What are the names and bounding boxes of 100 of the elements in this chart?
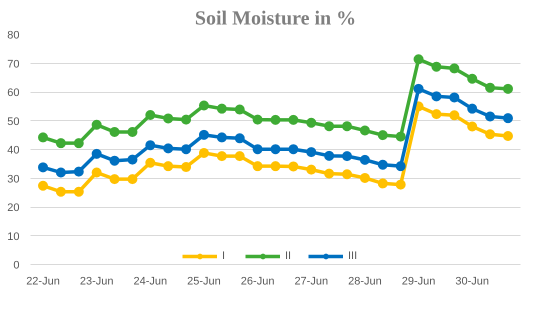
legend-label: II [285, 250, 292, 262]
point [181, 162, 192, 172]
x-tick-label: 29-Jun [402, 276, 436, 288]
point [306, 147, 316, 158]
point [198, 148, 209, 158]
point [145, 158, 156, 168]
point [216, 132, 227, 142]
point [38, 180, 48, 191]
point [163, 161, 174, 172]
point [467, 74, 478, 84]
point [360, 172, 370, 183]
point [127, 126, 138, 137]
chart-title: Soil Moisture in % [194, 8, 356, 30]
point [38, 132, 48, 142]
point [110, 156, 120, 166]
point [145, 110, 156, 120]
y-tick-label: 30 [7, 173, 20, 186]
point [127, 174, 138, 184]
point [342, 121, 352, 132]
point [74, 166, 84, 177]
point [378, 160, 388, 170]
x-tick-label: 24-Jun [134, 276, 168, 288]
point [502, 113, 513, 124]
x-tick-label: 22-Jun [26, 276, 60, 288]
point [56, 168, 66, 178]
point [270, 114, 280, 125]
point [288, 114, 298, 125]
point [342, 151, 352, 162]
point [270, 144, 280, 154]
y-tick-label: 70 [7, 58, 20, 70]
point [431, 62, 442, 72]
point [396, 161, 406, 172]
point [145, 140, 156, 150]
point [110, 174, 120, 184]
point [252, 144, 263, 154]
y-tick-label: 20 [7, 202, 20, 214]
point [360, 154, 370, 165]
point [216, 104, 227, 114]
point [502, 84, 513, 94]
point [306, 164, 316, 175]
point [38, 162, 48, 172]
x-tick-label: 28-Jun [348, 276, 382, 288]
point [502, 130, 513, 141]
point [431, 109, 442, 120]
point [485, 111, 496, 122]
point [324, 121, 334, 132]
point [414, 54, 424, 64]
point [324, 150, 334, 161]
y-tick-label: 40 [7, 144, 20, 156]
point [74, 186, 84, 197]
x-tick-label: 27-Jun [294, 276, 328, 288]
point [163, 143, 174, 154]
x-tick-label: 23-Jun [80, 276, 114, 288]
point [467, 104, 478, 114]
point [74, 138, 84, 148]
point [306, 118, 316, 128]
point [270, 161, 280, 172]
point [288, 144, 298, 154]
point [92, 120, 102, 130]
point [163, 113, 174, 124]
point [396, 180, 406, 190]
point [449, 63, 460, 74]
point [485, 82, 496, 93]
point [467, 122, 478, 132]
point [181, 144, 192, 154]
point [234, 151, 245, 162]
y-tick-label: 0 [13, 260, 20, 272]
x-tick-label: 26-Jun [240, 276, 274, 288]
y-tick-label: 80 [7, 30, 20, 42]
point [288, 161, 298, 172]
point [234, 133, 245, 144]
point [378, 178, 388, 188]
point [234, 104, 245, 115]
point [449, 110, 460, 120]
legend-label: I [222, 250, 226, 262]
point [342, 169, 352, 180]
y-tick-label: 10 [7, 230, 20, 243]
point [414, 84, 424, 94]
point [110, 126, 120, 137]
point [324, 168, 334, 179]
point [431, 91, 442, 102]
point [198, 100, 209, 111]
x-tick-label: 30-Jun [455, 276, 490, 288]
point [216, 151, 227, 162]
point [198, 130, 209, 140]
point [378, 130, 388, 140]
point [92, 148, 102, 159]
point [360, 126, 370, 136]
point [485, 129, 496, 140]
point [92, 168, 102, 178]
point [56, 186, 66, 197]
legend-label: III [348, 250, 358, 262]
point [449, 92, 460, 102]
point [181, 114, 192, 125]
point [56, 138, 66, 148]
point [127, 154, 138, 165]
y-tick-label: 50 [7, 116, 20, 128]
point [252, 161, 263, 172]
point [252, 114, 263, 125]
x-tick-label: 25-Jun [187, 276, 221, 288]
